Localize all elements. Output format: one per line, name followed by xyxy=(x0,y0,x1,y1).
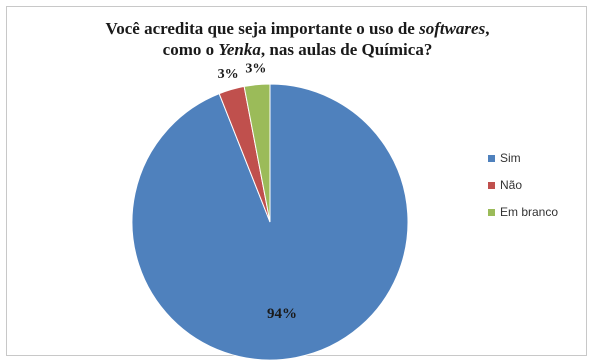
legend-item-não: Não xyxy=(488,177,558,193)
legend-label: Não xyxy=(500,178,523,192)
legend-swatch xyxy=(488,181,495,189)
legend-label: Sim xyxy=(500,151,521,165)
data-label-em-branco: 3% xyxy=(245,62,266,77)
legend-label: Em branco xyxy=(500,205,559,219)
chart-legend: Sim Não Em branco xyxy=(488,150,558,231)
title-text: , nas aulas de Química? xyxy=(260,40,433,59)
legend-swatch xyxy=(488,208,495,216)
data-label-sim: 94% xyxy=(267,306,297,322)
chart-title: Você acredita que seja importante o uso … xyxy=(0,18,595,60)
legend-item-sim: Sim xyxy=(488,150,558,166)
title-text: , xyxy=(485,19,490,38)
title-italic-text: Yenka xyxy=(218,40,261,59)
title-text: Você acredita que seja importante o uso … xyxy=(105,19,420,38)
chart-title-line-2: como o Yenka, nas aulas de Química? xyxy=(0,39,595,60)
chart-title-line-1: Você acredita que seja importante o uso … xyxy=(0,18,595,39)
legend-item-em-branco: Em branco xyxy=(488,204,558,220)
pie-slice-em-branco xyxy=(243,83,271,223)
legend-swatch xyxy=(488,154,495,162)
data-label-não: 3% xyxy=(218,67,239,82)
title-italic-text: softwares xyxy=(419,19,486,38)
title-text: como o xyxy=(162,40,219,59)
